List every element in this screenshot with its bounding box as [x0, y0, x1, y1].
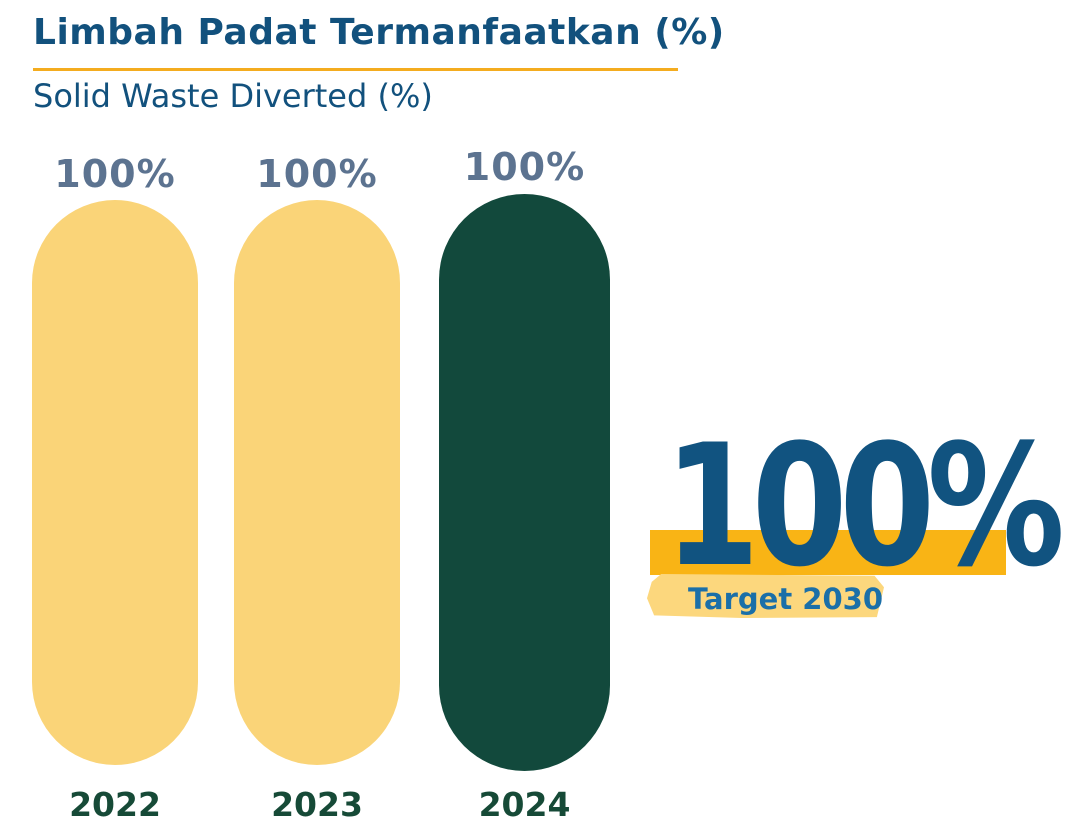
category-label-2022: 2022: [69, 785, 161, 824]
category-label-2024: 2024: [478, 785, 571, 824]
bar-group-2023: 100% 2023: [234, 0, 400, 834]
chart-title-indonesian: Limbah Padat Termanfaatkan (%): [33, 12, 725, 53]
bar-2023: [234, 200, 400, 765]
bar-group-2024: 100% 2024: [439, 0, 610, 834]
bar-2024: [439, 194, 610, 771]
target-label-band: [647, 574, 884, 618]
value-label-2023: 100%: [256, 152, 378, 196]
target-label: Target 2030: [688, 582, 884, 616]
value-label-2024: 100%: [463, 145, 586, 189]
target-value: 100%: [664, 408, 1065, 604]
target-highlight-band: [650, 530, 1006, 575]
bar-group-2022: 100% 2022: [32, 0, 198, 834]
bar-2022: [32, 200, 198, 765]
chart-title-english: Solid Waste Diverted (%): [33, 77, 433, 115]
category-label-2023: 2023: [271, 785, 363, 824]
value-label-2022: 100%: [54, 152, 176, 196]
title-underline: [33, 68, 678, 71]
